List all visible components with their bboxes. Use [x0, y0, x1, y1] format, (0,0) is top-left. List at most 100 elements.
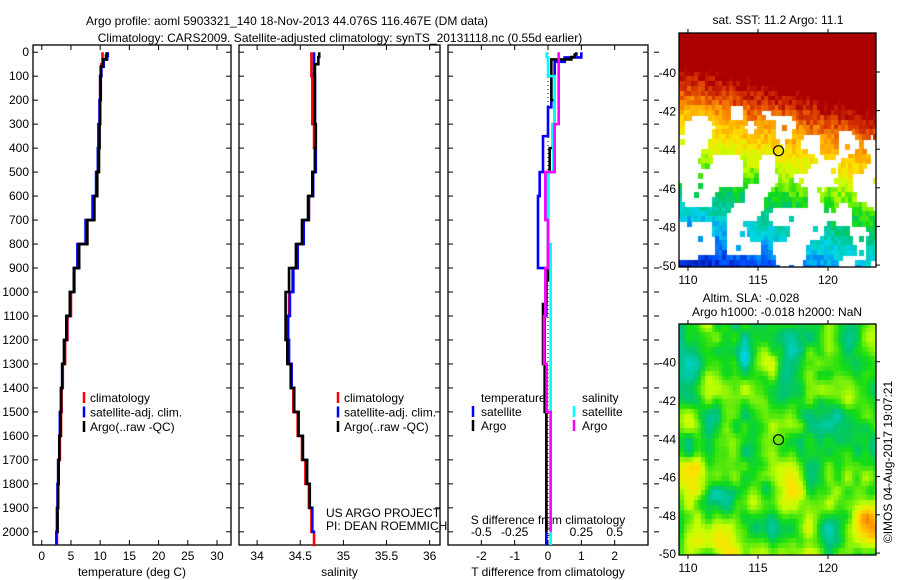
legend-label: climatology — [90, 391, 150, 405]
legend-label: Argo(..raw -QC) — [344, 420, 429, 434]
argo-location-marker — [772, 434, 785, 446]
y-tick-label: 1500 — [2, 405, 29, 419]
y-tick-label: 400 — [9, 141, 29, 155]
x-tick-label: 10 — [93, 549, 107, 563]
y-tick-label: 600 — [9, 189, 29, 203]
y-tick-label: 100 — [9, 69, 29, 83]
x-tick-label: 15 — [123, 549, 137, 563]
panel-temperature: 0100200300400500600700800900100011001200… — [2, 44, 232, 579]
lon-tick-label: 110 — [678, 561, 697, 575]
sst-map-title: sat. SST: 11.2 Argo: 11.1 — [713, 13, 844, 27]
sla-map-title: Altim. SLA: -0.028 — [703, 291, 800, 305]
credit-pi: PI: DEAN ROEMMICH — [326, 519, 447, 533]
panel-salinity: 34 34.5 35 35.5 36 salinity climatologysatelli… — [238, 44, 441, 579]
legend-label: climatology — [344, 391, 404, 405]
y-tick-label: 1200 — [2, 333, 29, 347]
y-tick-label: 1600 — [2, 429, 29, 443]
x-tick-label: 30 — [210, 549, 224, 563]
imos-timestamp: ©IMOS 04-Aug-2017 19:07:21 — [881, 381, 895, 544]
y-tick-label: 300 — [9, 117, 29, 131]
y-tick-label: 700 — [9, 213, 29, 227]
y-tick-label: 1700 — [2, 453, 29, 467]
sla-map-axes: 110 115 120 -40 -42 -44 -46 -48 -50 Altim. SLA: -… — [659, 291, 880, 575]
x-tick-label: -1 — [509, 549, 520, 563]
y-tick-label: 1100 — [3, 309, 29, 323]
legend-label: satellite-adj. clim. — [344, 406, 436, 420]
x-tick-label: 5 — [68, 549, 75, 563]
x-axis-label: T difference from climatology — [471, 565, 625, 579]
x-axis-label: temperature (deg C) — [78, 565, 186, 579]
title-line-1: Argo profile: aoml 5903321_140 18-Nov-20… — [86, 14, 488, 28]
argo-location-marker — [772, 145, 785, 157]
x2-tick-label: 0 — [545, 525, 552, 539]
lat-tick-label: -42 — [659, 394, 677, 408]
lon-tick-label: 115 — [748, 561, 767, 575]
series-line-salinity-argo — [542, 52, 560, 532]
legend-label: Argo — [582, 419, 608, 433]
lat-tick-label: -48 — [659, 509, 677, 523]
lon-tick-label: 120 — [818, 561, 838, 575]
series-line-salinity-satellite — [545, 52, 556, 545]
legend-label: Argo — [481, 419, 507, 433]
x-tick-label: 34.5 — [289, 549, 313, 563]
legend-label: satellite — [481, 405, 522, 419]
lat-tick-label: -46 — [659, 471, 677, 485]
x2-tick-label: 0.25 — [570, 525, 594, 539]
lon-tick-label: 120 — [818, 273, 838, 287]
x-tick-label: 35.5 — [375, 549, 399, 563]
x-tick-label: 25 — [181, 549, 195, 563]
lat-tick-label: -40 — [659, 356, 677, 370]
legend-title-temperature: temperature — [481, 391, 546, 405]
series-line-argo-raw-qc- — [56, 52, 108, 534]
x2-tick-label: -0.25 — [501, 525, 529, 539]
series-line-climatology — [286, 52, 317, 547]
x-tick-label: 34 — [250, 549, 264, 563]
panel-frame — [238, 44, 441, 546]
x-tick-label: 0 — [38, 549, 45, 563]
legend-label: satellite-adj. clim. — [90, 406, 182, 420]
x-tick-label: 2 — [611, 549, 618, 563]
legend-title-salinity: salinity — [582, 391, 619, 405]
sst-map-image — [679, 33, 876, 267]
lon-tick-label: 115 — [748, 273, 767, 287]
y-tick-label: 0 — [22, 45, 29, 59]
lat-tick-label: -42 — [659, 105, 677, 119]
panel-difference: -2 -1 0 1 2 T difference from climatology -0.5… — [447, 44, 659, 579]
sst-map-axes: 110 115 120 -40 -42 -44 -46 -48 -50 sat. SST: 11.… — [659, 13, 880, 287]
sla-map-image — [679, 324, 876, 555]
x-axis-label: salinity — [321, 565, 358, 579]
lat-tick-label: -48 — [659, 220, 677, 234]
panel-frame — [32, 44, 232, 546]
lat-tick-label: -44 — [659, 432, 677, 446]
x-tick-label: 20 — [152, 549, 166, 563]
lat-tick-label: -50 — [659, 547, 677, 561]
y-tick-label: 800 — [9, 237, 29, 251]
x2-tick-label: -0.5 — [471, 525, 492, 539]
y-tick-label: 500 — [9, 165, 29, 179]
map-frame — [678, 32, 877, 268]
series-line-climatology — [55, 52, 104, 545]
y-tick-label: 900 — [9, 261, 29, 275]
title-line-2: Climatology: CARS2009. Satellite-adjuste… — [98, 31, 582, 45]
lon-tick-label: 110 — [678, 273, 697, 287]
x-tick-label: 36 — [423, 549, 437, 563]
y-tick-label: 1300 — [2, 357, 29, 371]
y-tick-label: 2000 — [2, 525, 29, 539]
y-tick-label: 1000 — [2, 285, 29, 299]
y-tick-label: 1400 — [2, 381, 29, 395]
x2-tick-label: 0.5 — [606, 525, 623, 539]
lat-tick-label: -40 — [659, 66, 677, 80]
lat-tick-label: -50 — [659, 259, 677, 273]
x-tick-label: 1 — [578, 549, 585, 563]
y-tick-label: 1800 — [2, 477, 29, 491]
map-frame — [678, 323, 877, 556]
credit-project: US ARGO PROJECT — [326, 506, 441, 520]
legend-label: satellite — [582, 405, 623, 419]
y-tick-label: 1900 — [2, 501, 29, 515]
lat-tick-label: -46 — [659, 182, 677, 196]
x-tick-label: 35 — [337, 549, 351, 563]
x2-axis-label: S difference from climatology — [471, 513, 626, 527]
x-tick-label: 0 — [545, 549, 552, 563]
lat-tick-label: -44 — [659, 143, 677, 157]
